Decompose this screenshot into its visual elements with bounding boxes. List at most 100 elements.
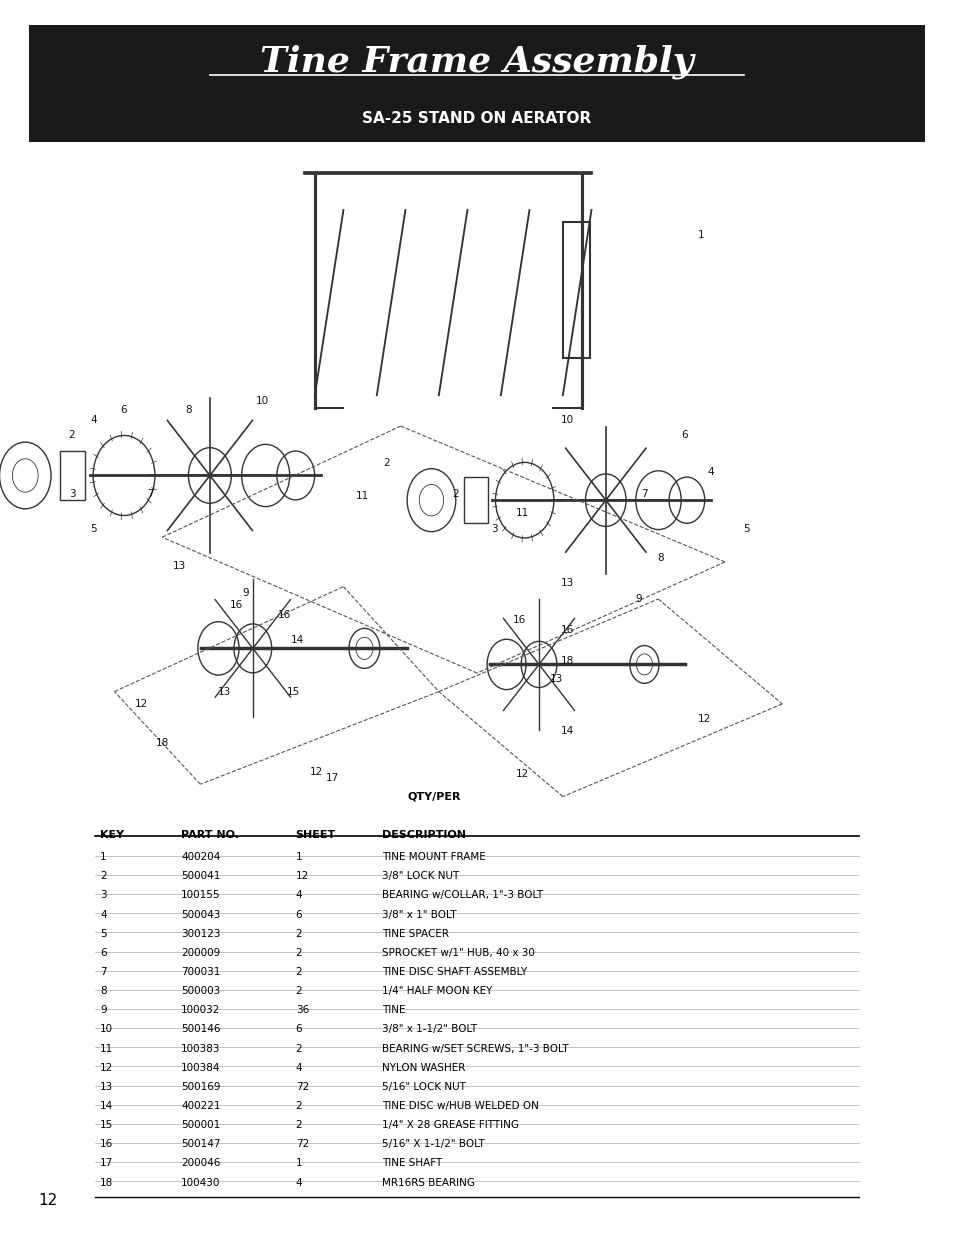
Text: 18: 18	[100, 1178, 113, 1188]
Text: TINE DISC SHAFT ASSEMBLY: TINE DISC SHAFT ASSEMBLY	[381, 967, 526, 977]
Text: 11: 11	[355, 492, 369, 501]
Text: TINE MOUNT FRAME: TINE MOUNT FRAME	[381, 852, 485, 862]
Text: 16: 16	[100, 1139, 113, 1150]
Text: 5/16" X 1-1/2" BOLT: 5/16" X 1-1/2" BOLT	[381, 1139, 484, 1150]
Text: 500043: 500043	[181, 909, 220, 920]
Text: 3/8" LOCK NUT: 3/8" LOCK NUT	[381, 872, 458, 882]
Text: 2: 2	[295, 1102, 302, 1112]
Text: BEARING w/SET SCREWS, 1"-3 BOLT: BEARING w/SET SCREWS, 1"-3 BOLT	[381, 1044, 568, 1053]
Text: 12: 12	[516, 769, 529, 779]
Text: 6: 6	[295, 909, 302, 920]
Text: 4: 4	[707, 467, 713, 477]
Text: 8: 8	[186, 405, 192, 415]
Text: 2: 2	[295, 1120, 302, 1130]
Text: 8: 8	[657, 553, 662, 563]
Text: 100384: 100384	[181, 1062, 220, 1073]
Text: 2: 2	[295, 986, 302, 997]
Text: 36: 36	[295, 1005, 309, 1015]
Text: 1/4" X 28 GREASE FITTING: 1/4" X 28 GREASE FITTING	[381, 1120, 518, 1130]
Text: 9: 9	[243, 588, 249, 598]
Text: NYLON WASHER: NYLON WASHER	[381, 1062, 464, 1073]
Text: 17: 17	[325, 773, 338, 783]
Text: TINE SHAFT: TINE SHAFT	[381, 1158, 441, 1168]
Text: 13: 13	[100, 1082, 113, 1092]
Text: 1: 1	[100, 852, 107, 862]
Text: 100430: 100430	[181, 1178, 220, 1188]
Text: 200009: 200009	[181, 948, 220, 958]
Text: 6: 6	[100, 948, 107, 958]
Text: KEY: KEY	[100, 830, 124, 840]
Text: MR16RS BEARING: MR16RS BEARING	[381, 1178, 474, 1188]
Text: 100155: 100155	[181, 890, 220, 900]
Text: 18: 18	[560, 656, 574, 666]
Text: 14: 14	[560, 726, 574, 736]
Text: 8: 8	[100, 986, 107, 997]
Text: 1/4" HALF MOON KEY: 1/4" HALF MOON KEY	[381, 986, 492, 997]
Text: 18: 18	[155, 739, 169, 748]
Text: 11: 11	[516, 508, 529, 517]
Text: 3/8" x 1-1/2" BOLT: 3/8" x 1-1/2" BOLT	[381, 1025, 476, 1035]
Text: 4: 4	[295, 1062, 302, 1073]
Text: 700031: 700031	[181, 967, 220, 977]
Text: 13: 13	[549, 674, 562, 684]
Text: 400221: 400221	[181, 1102, 220, 1112]
Text: 12: 12	[38, 1193, 57, 1208]
Text: 2: 2	[383, 458, 389, 468]
Text: 3: 3	[100, 890, 107, 900]
Text: 1: 1	[295, 1158, 302, 1168]
Text: PART NO.: PART NO.	[181, 830, 239, 840]
Text: 500041: 500041	[181, 872, 220, 882]
Text: 16: 16	[277, 610, 291, 620]
Text: 100383: 100383	[181, 1044, 220, 1053]
Bar	[463, 477, 488, 524]
Text: 500003: 500003	[181, 986, 220, 997]
Text: 12: 12	[100, 1062, 113, 1073]
Text: 400204: 400204	[181, 852, 220, 862]
Text: 2: 2	[295, 967, 302, 977]
Text: 4: 4	[295, 1178, 302, 1188]
Text: 5: 5	[91, 524, 96, 534]
Text: 500001: 500001	[181, 1120, 220, 1130]
Bar	[562, 222, 589, 358]
Text: 6: 6	[295, 1025, 302, 1035]
Text: 72: 72	[295, 1139, 309, 1150]
Text: 13: 13	[560, 578, 574, 588]
Text: 300123: 300123	[181, 929, 220, 939]
Text: 2: 2	[100, 872, 107, 882]
Text: 12: 12	[134, 699, 148, 709]
Text: 16: 16	[560, 625, 574, 635]
Bar	[59, 451, 85, 500]
Text: 2: 2	[295, 948, 302, 958]
Text: 12: 12	[310, 767, 323, 777]
Text: 14: 14	[291, 635, 304, 645]
Text: 1: 1	[295, 852, 302, 862]
Text: 5/16" LOCK NUT: 5/16" LOCK NUT	[381, 1082, 465, 1092]
Text: QTY/PER: QTY/PER	[407, 792, 460, 802]
Text: 4: 4	[295, 890, 302, 900]
Text: 9: 9	[636, 594, 641, 604]
Text: 4: 4	[100, 909, 107, 920]
Text: 200046: 200046	[181, 1158, 220, 1168]
Text: SHEET: SHEET	[295, 830, 335, 840]
Text: 10: 10	[255, 396, 269, 406]
Text: 9: 9	[100, 1005, 107, 1015]
Text: 500169: 500169	[181, 1082, 220, 1092]
Bar	[29, 25, 924, 142]
Text: 16: 16	[230, 600, 243, 610]
Text: 15: 15	[100, 1120, 113, 1130]
Text: 3: 3	[70, 489, 75, 499]
Text: 2: 2	[453, 489, 458, 499]
Text: 6: 6	[121, 405, 127, 415]
Text: SPROCKET w/1" HUB, 40 x 30: SPROCKET w/1" HUB, 40 x 30	[381, 948, 534, 958]
Text: 72: 72	[295, 1082, 309, 1092]
Text: 100032: 100032	[181, 1005, 220, 1015]
Text: 5: 5	[100, 929, 107, 939]
Text: 5: 5	[742, 524, 748, 534]
Text: 1: 1	[698, 230, 703, 240]
Text: 10: 10	[100, 1025, 113, 1035]
Text: 6: 6	[681, 430, 687, 440]
Text: TINE SPACER: TINE SPACER	[381, 929, 448, 939]
Text: BEARING w/COLLAR, 1"-3 BOLT: BEARING w/COLLAR, 1"-3 BOLT	[381, 890, 542, 900]
Text: 13: 13	[172, 561, 186, 571]
Text: 3/8" x 1" BOLT: 3/8" x 1" BOLT	[381, 909, 456, 920]
